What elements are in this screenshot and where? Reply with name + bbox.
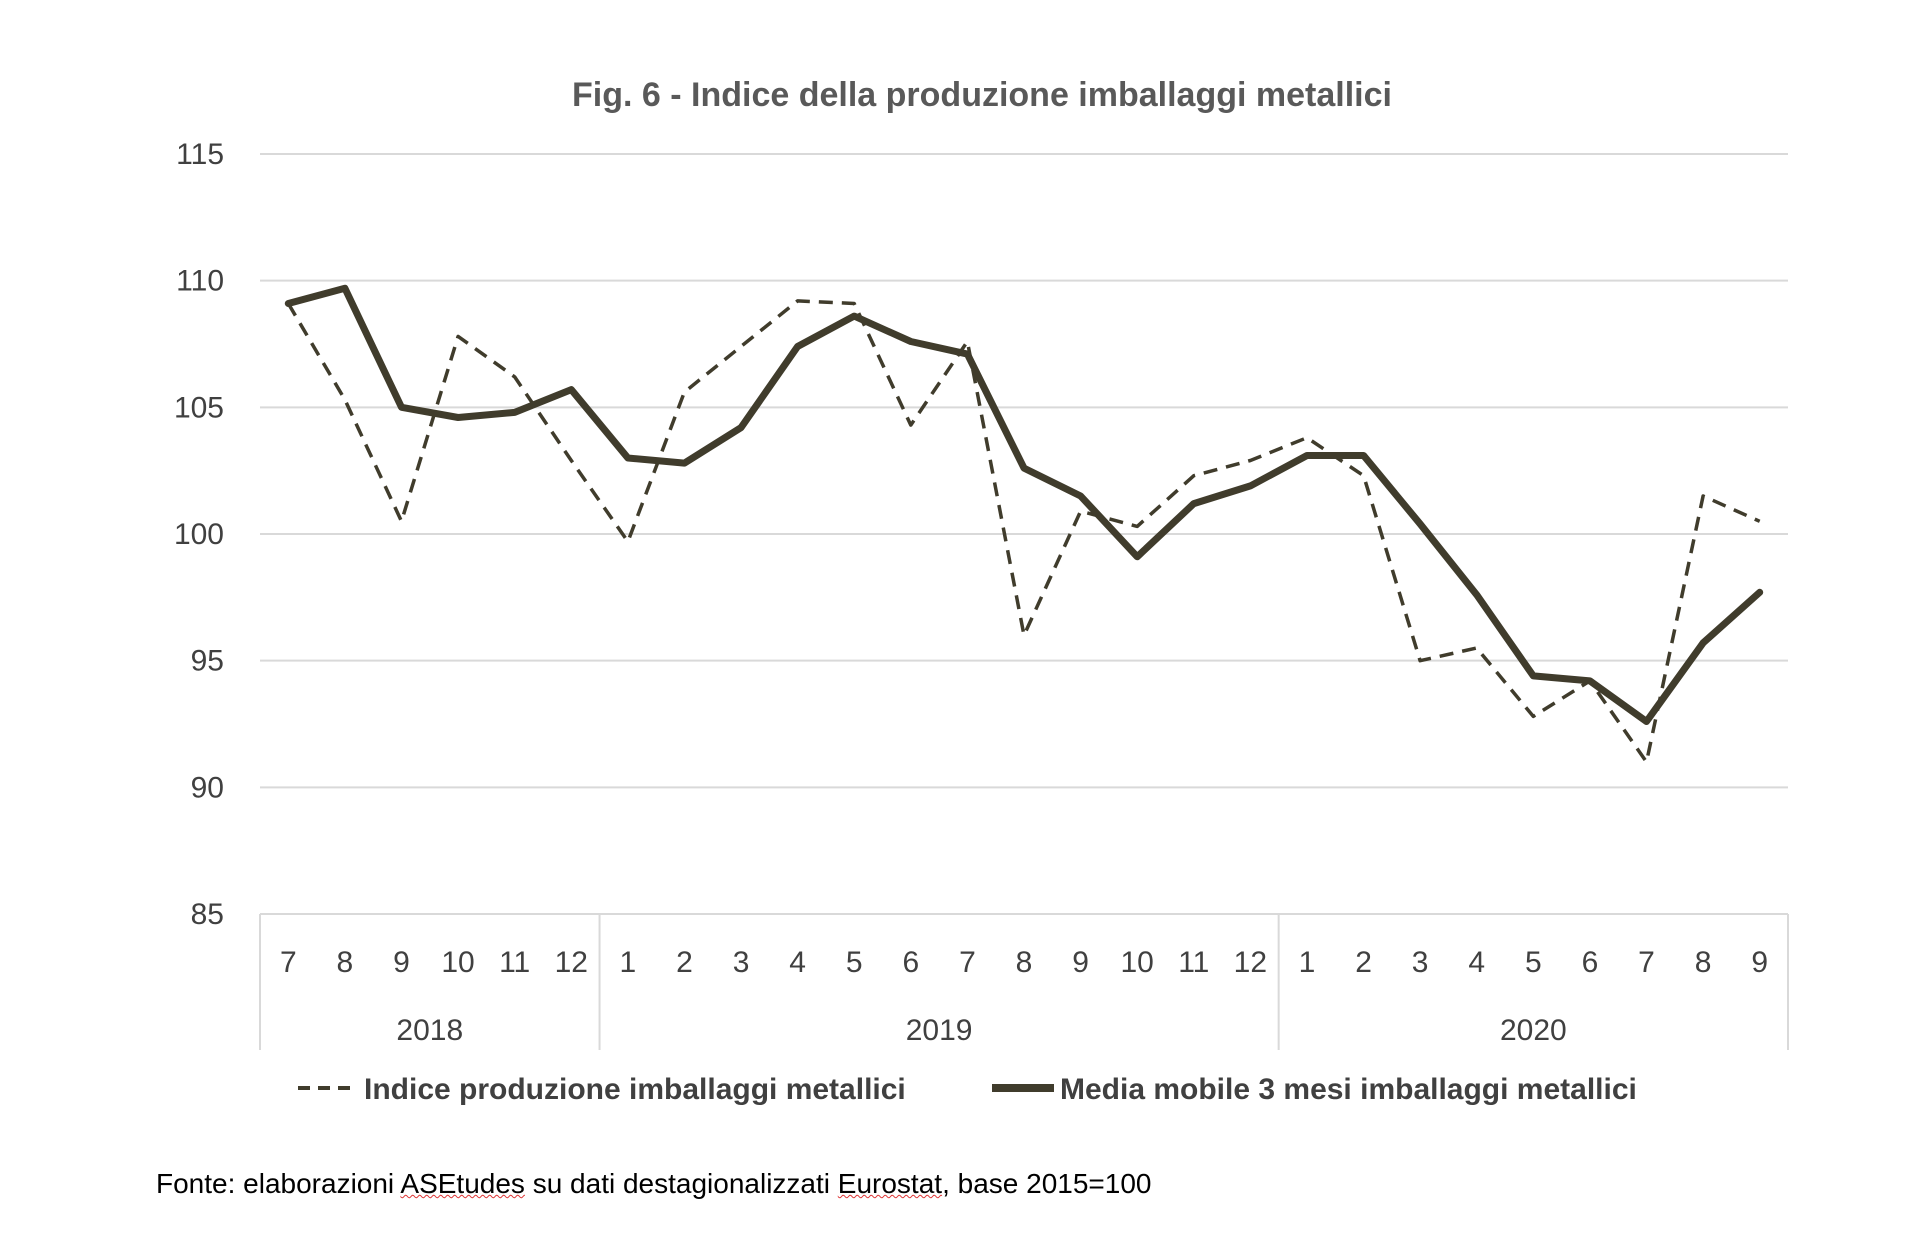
year-label-2018: 2018 xyxy=(396,1014,463,1047)
x-tick-label: 2 xyxy=(676,946,693,979)
chart-title: Fig. 6 - Indice della produzione imballa… xyxy=(572,76,1392,114)
x-tick-label: 4 xyxy=(1468,946,1485,979)
x-tick-label: 8 xyxy=(1016,946,1033,979)
x-tick-label: 4 xyxy=(789,946,806,979)
source-word-asetudes: ASEtudes xyxy=(400,1168,525,1199)
x-tick-label: 6 xyxy=(1582,946,1599,979)
x-tick-label: 7 xyxy=(280,946,297,979)
x-tick-label: 12 xyxy=(555,946,588,979)
x-tick-label: 3 xyxy=(1412,946,1429,979)
year-label-2020: 2020 xyxy=(1500,1014,1567,1047)
y-tick-label-115: 115 xyxy=(176,138,224,171)
legend-label-indice: Indice produzione imballaggi metallici xyxy=(364,1073,906,1106)
x-tick-label: 8 xyxy=(337,946,354,979)
x-tick-label: 11 xyxy=(499,946,530,979)
x-tick-label: 12 xyxy=(1234,946,1267,979)
x-tick-label: 3 xyxy=(733,946,750,979)
x-tick-label: 9 xyxy=(393,946,410,979)
x-tick-label: 6 xyxy=(902,946,919,979)
source-text-3: , base 2015=100 xyxy=(942,1168,1152,1199)
x-tick-label: 8 xyxy=(1695,946,1712,979)
legend: Indice produzione imballaggi metallici M… xyxy=(298,1073,1637,1106)
x-tick-label: 10 xyxy=(1120,946,1153,979)
gridlines xyxy=(260,153,1788,789)
y-tick-label-105: 105 xyxy=(174,391,224,424)
y-tick-label-95: 95 xyxy=(191,645,224,678)
x-tick-label: 9 xyxy=(1751,946,1768,979)
x-tick-label: 2 xyxy=(1355,946,1372,979)
y-tick-label-90: 90 xyxy=(191,771,224,804)
x-tick-label: 10 xyxy=(441,946,474,979)
year-label-2019: 2019 xyxy=(906,1014,973,1047)
source-text-1: Fonte: elaborazioni xyxy=(156,1168,401,1199)
source-word-eurostat: Eurostat xyxy=(837,1168,943,1199)
x-tick-label: 1 xyxy=(620,946,637,979)
x-tick-label: 7 xyxy=(959,946,976,979)
x-tick-label: 5 xyxy=(846,946,863,979)
y-tick-label-85: 85 xyxy=(191,898,224,931)
legend-label-media-mobile: Media mobile 3 mesi imballaggi metallici xyxy=(1060,1073,1637,1106)
x-tick-label: 5 xyxy=(1525,946,1542,979)
series-lines xyxy=(284,284,1764,764)
y-axis-ticks: 85 90 95 100 105 110 115 xyxy=(174,138,224,931)
series-line-media-mobile xyxy=(284,284,1764,725)
source-note: Fonte: elaborazioni ASEtudes su dati des… xyxy=(156,1168,1151,1200)
series-line-indice xyxy=(286,299,1761,764)
x-tick-label: 9 xyxy=(1072,946,1089,979)
y-tick-label-100: 100 xyxy=(174,518,224,551)
x-tick-label: 1 xyxy=(1299,946,1316,979)
source-text-2: su dati destagionalizzati xyxy=(524,1168,838,1199)
x-tick-label: 7 xyxy=(1638,946,1655,979)
y-tick-label-110: 110 xyxy=(176,265,224,298)
x-tick-label: 11 xyxy=(1178,946,1209,979)
